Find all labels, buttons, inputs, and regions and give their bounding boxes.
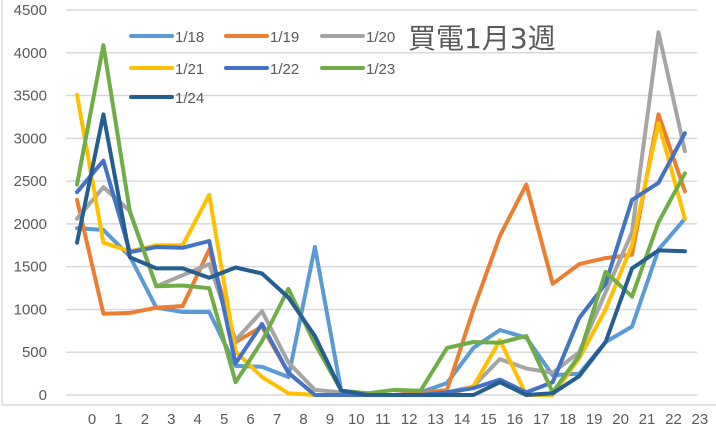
y-tick-label: 2000 bbox=[14, 216, 47, 233]
legend-item: 1/24 bbox=[129, 90, 204, 107]
y-tick-label: 3000 bbox=[14, 130, 47, 147]
legend-item: 1/18 bbox=[129, 29, 204, 46]
series-line-1-24 bbox=[75, 112, 687, 397]
legend-label: 1/24 bbox=[175, 90, 204, 107]
x-tick-label: 21 bbox=[639, 411, 656, 428]
y-tick-label: 1000 bbox=[14, 301, 47, 318]
x-tick-label: 5 bbox=[220, 411, 228, 428]
x-tick-label: 2 bbox=[141, 411, 149, 428]
x-tick-label: 0 bbox=[88, 411, 96, 428]
legend-item: 1/21 bbox=[129, 61, 204, 78]
y-tick-label: 4500 bbox=[14, 2, 47, 19]
x-tick-label: 19 bbox=[586, 411, 603, 428]
x-tick-label: 3 bbox=[167, 411, 175, 428]
x-tick-label: 12 bbox=[401, 411, 418, 428]
legend-label: 1/23 bbox=[366, 61, 395, 78]
x-tick-label: 6 bbox=[246, 411, 254, 428]
x-tick-label: 17 bbox=[533, 411, 550, 428]
legend-label: 1/18 bbox=[175, 29, 204, 46]
legend-label: 1/22 bbox=[270, 61, 299, 78]
x-tick-label: 18 bbox=[559, 411, 576, 428]
x-tick-label: 10 bbox=[348, 411, 365, 428]
x-tick-label: 13 bbox=[427, 411, 444, 428]
x-tick-label: 1 bbox=[114, 411, 122, 428]
series-lines bbox=[75, 30, 687, 397]
x-tick-label: 22 bbox=[665, 411, 682, 428]
x-axis-ticks: 0 1 2 3 4 5 6 7 8 9 10 11 12 13 14 15 16 17 18 19 20 21 22 23 bbox=[88, 411, 708, 428]
legend-item: 1/22 bbox=[224, 61, 299, 78]
chart-title: 買電1月3週 bbox=[408, 22, 556, 55]
y-tick-label: 4000 bbox=[14, 45, 47, 62]
x-tick-label: 20 bbox=[612, 411, 629, 428]
y-tick-label: 3500 bbox=[14, 88, 47, 105]
x-tick-label: 14 bbox=[454, 411, 471, 428]
legend-item: 1/20 bbox=[320, 29, 395, 46]
x-tick-label: 16 bbox=[507, 411, 524, 428]
chart-frame bbox=[1, 0, 716, 406]
x-tick-label: 4 bbox=[194, 411, 202, 428]
x-tick-label: 7 bbox=[273, 411, 281, 428]
series-line-1-23 bbox=[75, 43, 687, 396]
legend-label: 1/20 bbox=[366, 29, 395, 46]
legend: 1/18 1/19 1/20 1/21 1/22 1/23 1/24 bbox=[129, 29, 395, 107]
legend-item: 1/19 bbox=[224, 29, 299, 46]
legend-label: 1/19 bbox=[270, 29, 299, 46]
y-tick-label: 1500 bbox=[14, 259, 47, 276]
x-tick-label: 23 bbox=[692, 411, 709, 428]
x-tick-label: 8 bbox=[299, 411, 307, 428]
y-tick-label: 500 bbox=[22, 344, 47, 361]
y-tick-label: 0 bbox=[39, 387, 47, 404]
legend-item: 1/23 bbox=[320, 61, 395, 78]
y-tick-label: 2500 bbox=[14, 173, 47, 190]
x-tick-label: 9 bbox=[326, 411, 334, 428]
y-axis-ticks: 0 500 1000 1500 2000 2500 3000 3500 4000 4500 bbox=[14, 2, 47, 404]
legend-label: 1/21 bbox=[175, 61, 204, 78]
x-tick-label: 15 bbox=[480, 411, 497, 428]
x-tick-label: 11 bbox=[375, 411, 391, 428]
